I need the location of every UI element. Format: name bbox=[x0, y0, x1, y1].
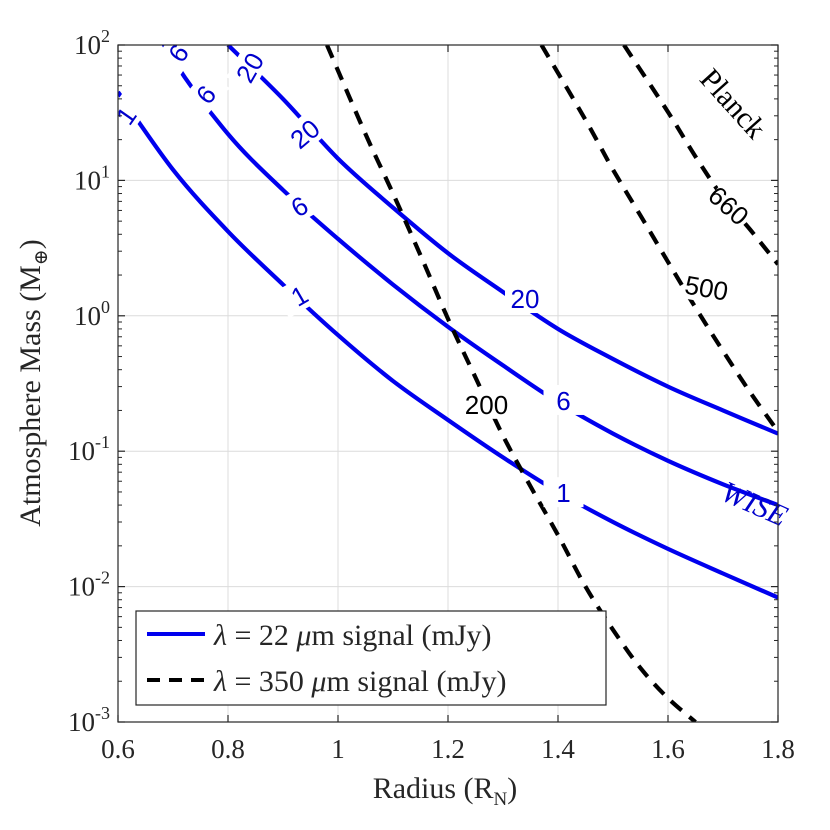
y-tick-label: 10-3 bbox=[68, 703, 110, 737]
wise-contour-6 bbox=[161, 45, 778, 508]
wise-contour-1 bbox=[118, 90, 778, 600]
legend-350um-value: = 350 bbox=[227, 665, 311, 698]
legend-box bbox=[135, 610, 607, 706]
x-axis-label-close: ) bbox=[507, 772, 517, 805]
x-tick-label: 1.4 bbox=[541, 734, 575, 764]
y-tick-label: 101 bbox=[74, 161, 110, 195]
y-axis-label-close: ) bbox=[14, 239, 47, 249]
planck-contour-label: 500 bbox=[683, 270, 731, 307]
contour-label-bg bbox=[684, 268, 729, 306]
y-tick-label: 10-1 bbox=[68, 432, 110, 466]
legend-350um-suffix: m signal (mJy) bbox=[326, 665, 506, 698]
y-axis-label-sub: ⊕ bbox=[31, 249, 52, 265]
legend-entry-350um: λ = 350 μm signal (mJy) bbox=[213, 665, 506, 698]
legend-22um-suffix: m signal (mJy) bbox=[311, 619, 491, 652]
x-tick-label: 1.8 bbox=[761, 734, 795, 764]
contour-label-bg bbox=[101, 90, 150, 141]
wise-contour-label: 6 bbox=[556, 386, 570, 416]
contour-label-bg bbox=[226, 42, 273, 92]
wise-contour-label: 20 bbox=[511, 284, 540, 314]
planck-contour-label: 200 bbox=[465, 390, 508, 420]
contour-label-bg bbox=[274, 272, 324, 319]
x-tick-label: 0.6 bbox=[101, 734, 135, 764]
y-axis-label: Atmosphere Mass (M⊕) bbox=[14, 239, 52, 527]
y-tick-label: 100 bbox=[74, 297, 110, 331]
planck-contour-660 bbox=[622, 45, 778, 266]
contour-label-bg bbox=[505, 283, 545, 314]
contour-label-bg bbox=[543, 384, 584, 415]
contour-curves bbox=[118, 45, 778, 722]
contour-label-bg bbox=[274, 182, 324, 229]
legend-350um-mu: μ bbox=[310, 665, 326, 698]
y-tick-label: 10-2 bbox=[68, 568, 110, 602]
legend-350um-lambda: λ bbox=[213, 665, 227, 698]
contour-label-bg bbox=[153, 27, 202, 78]
legend-22um-lambda: λ bbox=[213, 619, 227, 652]
y-tick-label: 102 bbox=[74, 26, 110, 60]
x-axis-label-main: Radius (R bbox=[373, 772, 494, 805]
contour-label-bg bbox=[466, 388, 507, 419]
x-tick-label: 1.2 bbox=[431, 734, 465, 764]
grid bbox=[118, 45, 778, 722]
contour-label-bg bbox=[704, 180, 755, 230]
ticks: 0.6 0.8 1 1.2 1.4 1.6 1.8 10-3 10-2 10-1 100 101 102 bbox=[68, 26, 795, 764]
legend-entry-22um: λ = 22 μm signal (mJy) bbox=[213, 619, 491, 652]
x-axis-label: Radius (RN) bbox=[373, 772, 518, 810]
x-axis-label-sub: N bbox=[494, 789, 508, 810]
wise-contour-label: 1 bbox=[556, 478, 570, 508]
planck-contour-200 bbox=[325, 45, 697, 722]
contour-label-bg bbox=[279, 108, 330, 158]
y-axis-label-main: Atmosphere Mass (M bbox=[14, 265, 47, 527]
legend: λ = 22 μm signal (mJy) λ = 350 μm signal… bbox=[135, 610, 607, 706]
x-tick-label: 1 bbox=[331, 734, 345, 764]
x-tick-label: 1.6 bbox=[651, 734, 685, 764]
contour-label-bg bbox=[180, 69, 230, 119]
legend-22um-mu: μ bbox=[295, 619, 311, 652]
legend-22um-value: = 22 bbox=[227, 619, 296, 652]
x-tick-label: 0.8 bbox=[211, 734, 245, 764]
planck-contour-500 bbox=[539, 45, 778, 433]
contour-label-bg bbox=[543, 477, 584, 508]
